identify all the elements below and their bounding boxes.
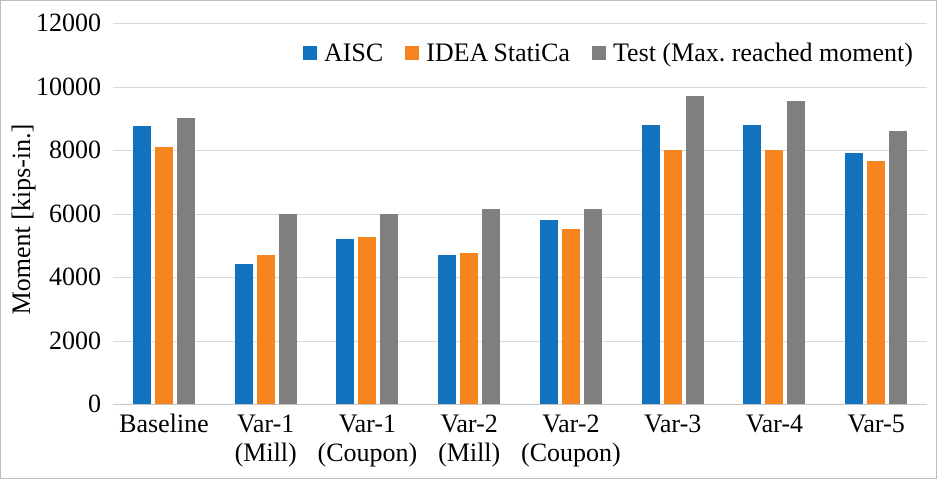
bar-groups xyxy=(113,23,927,404)
legend-item: Test (Max. reached moment) xyxy=(591,38,913,67)
x-tick-label: Baseline xyxy=(119,409,209,438)
bar xyxy=(460,253,479,404)
bar xyxy=(889,130,908,404)
x-tick-label: Var-3 xyxy=(644,409,702,438)
y-tick-label: 4000 xyxy=(49,262,101,291)
y-tick-label: 8000 xyxy=(49,135,101,164)
x-tick-label: Var-4 xyxy=(745,409,803,438)
bar-group xyxy=(520,23,622,404)
legend-label: IDEA StatiCa xyxy=(426,38,570,67)
bar xyxy=(234,264,253,404)
bar xyxy=(845,153,864,404)
bar xyxy=(539,219,558,404)
y-tick-label: 10000 xyxy=(36,71,101,101)
x-axis-line xyxy=(113,404,927,405)
bar-group xyxy=(622,23,724,404)
bar xyxy=(380,213,399,404)
x-axis-labels: Baseline Var-1 (Mill) Var-1 (Coupon) Var-2 … xyxy=(113,409,927,467)
gridline xyxy=(113,150,927,151)
bar xyxy=(278,213,297,404)
plot-area xyxy=(113,23,927,405)
x-tick-label: Var-2 (Coupon) xyxy=(521,409,621,467)
bar xyxy=(867,161,886,404)
bar xyxy=(336,238,355,404)
legend-swatch-icon xyxy=(405,46,420,60)
legend-item: IDEA StatiCa xyxy=(405,40,570,66)
x-tick-label: Var-1 (Coupon) xyxy=(317,409,418,467)
x-tick-label: Var-1 (Mill) xyxy=(234,409,297,467)
bar xyxy=(743,124,762,404)
y-tick-label: 6000 xyxy=(49,198,101,228)
bar xyxy=(765,150,784,404)
y-tick-label: 12000 xyxy=(36,8,101,37)
bar-group xyxy=(418,23,520,404)
gridline xyxy=(113,86,927,88)
bar xyxy=(132,126,151,404)
legend-swatch-icon xyxy=(303,46,317,60)
bar xyxy=(176,118,195,404)
gridline xyxy=(113,340,927,342)
bar-group xyxy=(113,23,215,404)
bar xyxy=(561,229,580,404)
bar xyxy=(663,150,682,404)
bar xyxy=(358,237,377,404)
legend-swatch-icon xyxy=(591,46,606,60)
y-tick-label: 2000 xyxy=(49,325,101,355)
gridline xyxy=(113,23,927,24)
bar xyxy=(641,124,660,404)
bar xyxy=(154,146,173,404)
legend: AISC IDEA StatiCa Test (Max. reached momen… xyxy=(303,40,913,66)
bar xyxy=(438,254,457,404)
bar xyxy=(787,100,806,404)
legend-label: Test (Max. reached moment) xyxy=(612,38,913,67)
bar xyxy=(482,208,501,404)
gridline xyxy=(113,277,927,278)
legend-item: AISC xyxy=(303,40,383,66)
bar xyxy=(583,208,602,404)
bar xyxy=(256,254,275,404)
y-tick-label: 0 xyxy=(88,389,101,418)
gridline xyxy=(113,213,927,215)
x-tick-label: Var-5 xyxy=(847,409,905,438)
bar-group xyxy=(215,23,317,404)
bar-group xyxy=(317,23,419,404)
bar xyxy=(685,96,704,404)
bar-group xyxy=(825,23,927,404)
legend-label: AISC xyxy=(324,38,384,67)
bar-group xyxy=(724,23,826,404)
x-tick-label: Var-2 (Mill) xyxy=(438,409,501,467)
